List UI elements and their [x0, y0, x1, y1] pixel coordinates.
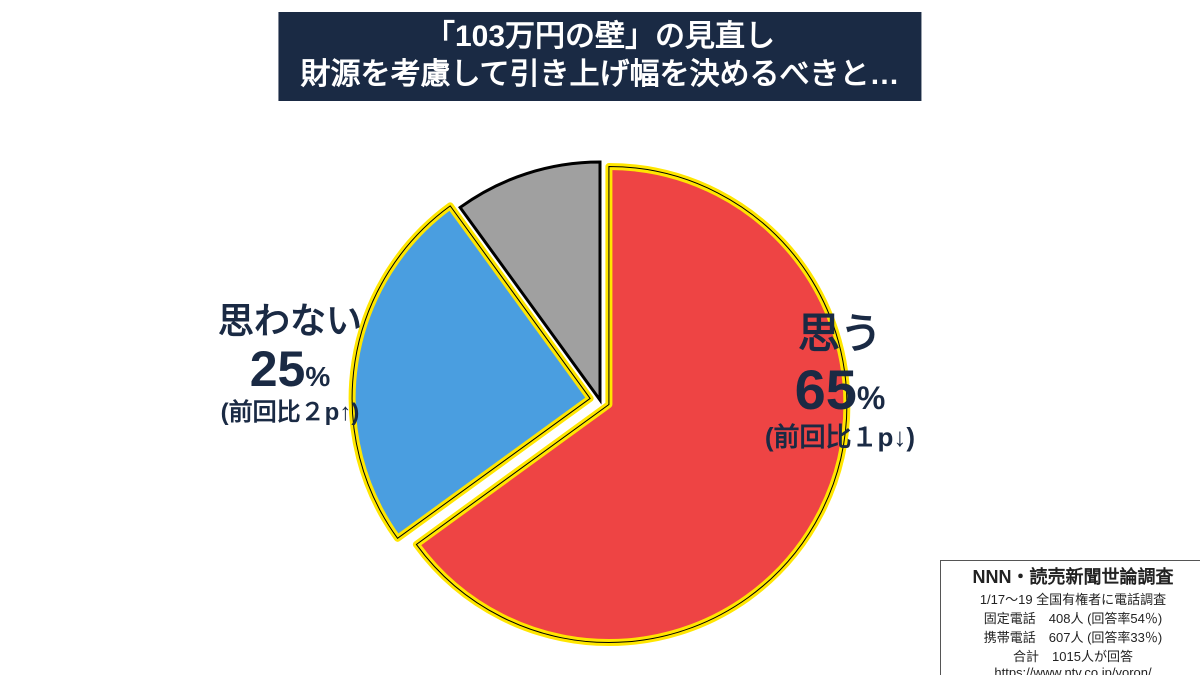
label-no: 思わない 25% (前回比２p↑)	[170, 300, 410, 426]
source-line-4: https://www.ntv.co.jp/yoron/	[947, 665, 1199, 675]
label-no-name: 思わない	[170, 300, 410, 341]
label-yes-name: 思う	[710, 310, 970, 358]
label-yes: 思う 65% (前回比１p↓)	[710, 310, 970, 453]
source-line-0: 1/17～19 全国有権者に電話調査	[947, 589, 1199, 608]
source-title: NNN・読売新聞世論調査	[947, 563, 1199, 589]
source-line-3: 合計 1015人が回答	[947, 646, 1199, 665]
label-no-pct: 25%	[170, 341, 410, 399]
source-credit-box: NNN・読売新聞世論調査 1/17～19 全国有権者に電話調査 固定電話 408…	[940, 560, 1200, 675]
label-no-delta: (前回比２p↑)	[170, 399, 410, 427]
source-line-2: 携帯電話 607人 (回答率33％)	[947, 627, 1199, 646]
chart-title-line2: 財源を考慮して引き上げ幅を決めるべきと…	[300, 56, 899, 94]
label-yes-delta: (前回比１p↓)	[710, 423, 970, 453]
chart-title-line1: 「103万円の壁」の見直し	[300, 18, 899, 56]
chart-title-box: 「103万円の壁」の見直し 財源を考慮して引き上げ幅を決めるべきと…	[278, 12, 921, 101]
label-yes-pct: 65%	[710, 358, 970, 422]
source-line-1: 固定電話 408人 (回答率54％)	[947, 608, 1199, 627]
